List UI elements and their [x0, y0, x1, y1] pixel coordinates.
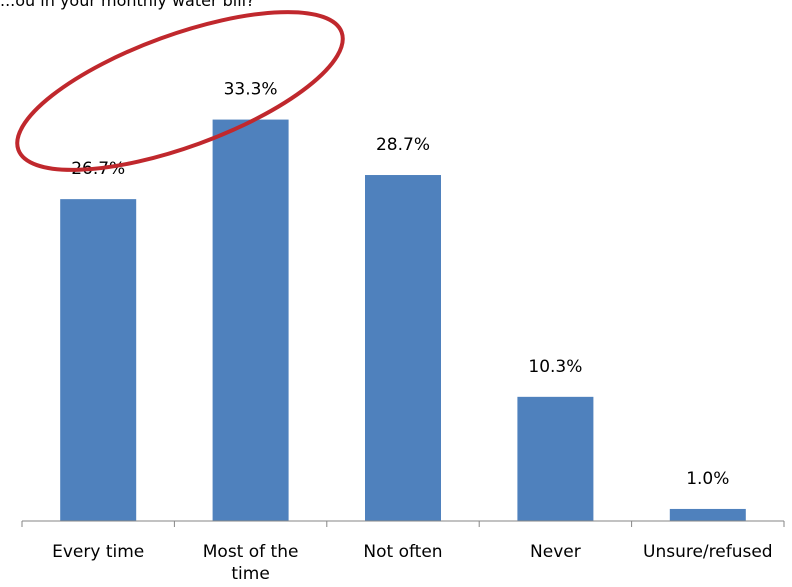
chart-title: ...ou in your monthly water bill?	[0, 0, 255, 10]
data-label-2: 33.3%	[224, 80, 278, 100]
bar-3	[365, 175, 441, 521]
bar-4	[517, 396, 594, 521]
data-label-5: 1.0%	[686, 469, 729, 489]
x-tick-label-2: Most of the time	[203, 542, 299, 584]
x-tick-label-line: Unsure/refused	[643, 542, 773, 562]
x-tick-label-line: Every time	[52, 542, 144, 562]
x-tick-label-line: time	[231, 564, 269, 584]
x-tick-label-line: Most of the	[203, 542, 299, 562]
bar-1	[60, 199, 137, 521]
x-tick-label-1: Every time	[52, 542, 144, 562]
bar-2	[212, 119, 289, 521]
data-label-4: 10.3%	[528, 357, 582, 377]
x-tick-label-4: Never	[530, 542, 581, 562]
data-label-3: 28.7%	[376, 135, 430, 155]
x-tick-label-5: Unsure/refused	[643, 542, 773, 562]
x-axis	[21, 520, 785, 527]
bars-group	[60, 119, 746, 521]
x-tick-labels-group: Every time Most of the time Not often Never U…	[52, 542, 772, 584]
data-labels-group: 26.7%33.3%28.7%10.3%1.0%	[71, 80, 729, 489]
highlight-annotation	[15, 10, 345, 172]
x-tick-label-line: Not often	[363, 542, 442, 562]
highlight-ellipse	[15, 10, 345, 172]
x-tick-label-3: Not often	[363, 542, 442, 562]
bar-5	[669, 508, 746, 521]
x-tick-label-line: Never	[530, 542, 581, 562]
